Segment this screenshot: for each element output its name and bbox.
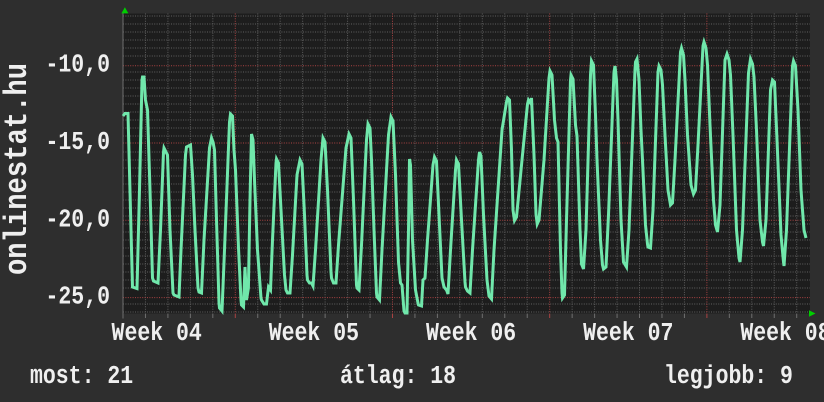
svg-text:átlag: 18: átlag: 18 <box>340 362 456 392</box>
svg-text:legjobb: 9: legjobb: 9 <box>664 362 793 392</box>
svg-text:-25,0: -25,0 <box>46 283 110 313</box>
svg-text:Week 07: Week 07 <box>583 319 673 349</box>
svg-text:Week 08: Week 08 <box>740 319 824 349</box>
svg-text:onlinestat.hu: onlinestat.hu <box>0 63 37 275</box>
svg-text:most: 21: most: 21 <box>30 362 133 392</box>
svg-text:-10,0: -10,0 <box>46 51 110 81</box>
svg-text:Week 06: Week 06 <box>426 319 516 349</box>
svg-text:-15,0: -15,0 <box>46 128 110 158</box>
svg-text:Week 04: Week 04 <box>112 319 202 349</box>
svg-text:-20,0: -20,0 <box>46 206 110 236</box>
svg-text:Week 05: Week 05 <box>269 319 359 349</box>
